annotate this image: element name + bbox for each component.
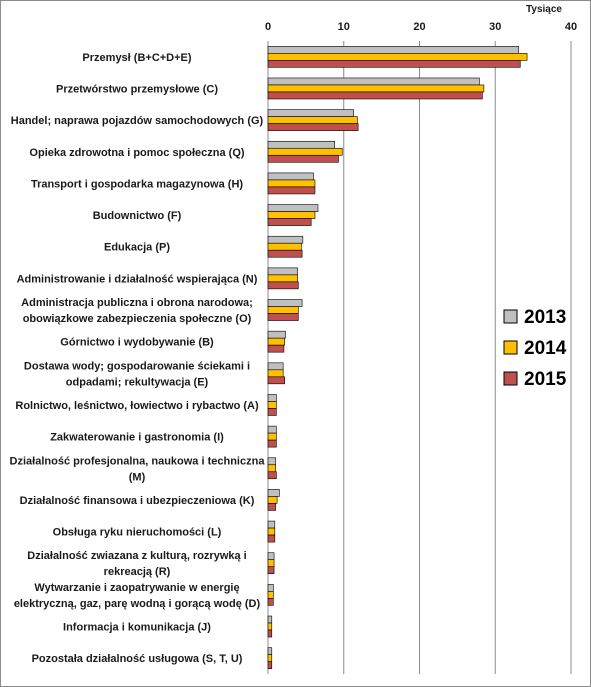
- bar-2015: [267, 91, 483, 100]
- bar-2013: [267, 489, 280, 497]
- bar-2015: [267, 629, 273, 638]
- bar-2013: [267, 394, 277, 402]
- bar-2015: [267, 598, 274, 606]
- category-label: Handel; naprawa pojazdów samochodowych (…: [11, 115, 264, 127]
- bar-2015: [267, 123, 359, 131]
- category-label: Wytwarzanie i zaopatrywanie w energię ele…: [14, 582, 261, 610]
- bar-2015: [267, 661, 273, 669]
- bar-2015: [267, 313, 299, 321]
- legend-label-2014: 2014: [524, 338, 567, 359]
- bar-2013: [267, 647, 273, 655]
- tick-label: 40: [565, 21, 577, 33]
- category-label: Działalność profesjonalna, naukowa i tec…: [10, 455, 266, 483]
- bar-2015: [267, 376, 285, 385]
- bar-2013: [267, 552, 275, 561]
- category-label: Budownictwo (F): [93, 210, 182, 222]
- bar-2014: [267, 369, 284, 378]
- category-label: Działalność zwiazana z kulturą, rozrywką…: [27, 550, 246, 578]
- bar-2015: [267, 186, 316, 195]
- bar-2015: [267, 439, 277, 448]
- category-label: Opieka zdrowotna i pomoc społeczna (Q): [29, 147, 244, 159]
- bar-2014: [267, 84, 485, 93]
- bar-2015: [267, 60, 521, 68]
- bar-2015: [267, 344, 285, 353]
- bar-2013: [267, 584, 274, 592]
- bar-2015: [267, 534, 276, 543]
- category-label: Administrowanie i działalność wspierając…: [17, 273, 258, 285]
- legend-swatch-2014: [503, 340, 518, 355]
- bar-2014: [267, 274, 298, 283]
- tick-label: 20: [413, 21, 425, 33]
- bar-2014: [267, 464, 276, 473]
- category-label: Działalność finansowa i ubezpieczeniowa …: [20, 495, 255, 507]
- bars: [267, 46, 528, 669]
- category-label: Zakwaterowanie i gastronomia (I): [50, 432, 224, 444]
- bar-2013: [267, 109, 354, 117]
- bar-2013: [267, 615, 273, 624]
- category-label: Obsługa ryku nieruchomości (L): [53, 527, 222, 539]
- legend-label-2013: 2013: [524, 307, 566, 328]
- bar-2014: [267, 242, 302, 251]
- bar-2014: [267, 527, 276, 536]
- legend-label-2015: 2015: [524, 369, 567, 390]
- legend: 2013 2014 2015: [503, 307, 567, 390]
- bar-2014: [267, 53, 528, 61]
- category-label: Transport i gospodarka magazynowa (H): [31, 178, 243, 190]
- bar-2014: [267, 591, 274, 599]
- bar-2014: [267, 496, 278, 504]
- unit-label: Tysiące: [526, 4, 562, 15]
- bar-2013: [267, 46, 520, 54]
- category-label: Rolnictwo, leśnictwo, łowiectwo i rybact…: [15, 400, 259, 412]
- tick-label: 0: [265, 21, 271, 33]
- bar-2013: [267, 172, 314, 181]
- bar-2014: [267, 559, 275, 568]
- bar-2015: [267, 408, 277, 416]
- bar-2014: [267, 116, 358, 124]
- category-label: Przemysł (B+C+D+E): [82, 52, 191, 64]
- tick-label: 10: [338, 21, 350, 33]
- bar-2013: [267, 77, 480, 86]
- bar-2015: [267, 281, 299, 290]
- bar-2014: [267, 654, 273, 662]
- bar-2015: [267, 218, 312, 226]
- bar-2013: [267, 520, 276, 529]
- category-label: Górnictwo i wydobywanie (B): [60, 337, 214, 349]
- bar-2015: [267, 566, 275, 575]
- bar-2014: [267, 147, 343, 156]
- legend-swatch-2015: [503, 371, 518, 386]
- bar-2014: [267, 306, 299, 314]
- category-label: Informacja i komunikacja (J): [63, 622, 211, 634]
- bar-2014: [267, 401, 277, 409]
- bar-2014: [267, 432, 277, 441]
- bar-2013: [267, 140, 335, 149]
- bar-2013: [267, 425, 277, 434]
- bar-2013: [267, 457, 276, 466]
- bar-2014: [267, 337, 285, 346]
- category-label: Edukacja (P): [104, 242, 170, 254]
- category-label: Pozostała działalność usługowa (S, T, U): [32, 653, 243, 665]
- category-label: Administracja publiczna i obrona narodow…: [21, 297, 253, 325]
- category-labels: Przemysł (B+C+D+E) Przetwórstwo przemysło…: [10, 52, 266, 665]
- bar-2015: [267, 503, 276, 511]
- bar-2015: [267, 471, 277, 480]
- bar-2013: [267, 299, 303, 307]
- x-axis: Tysiące 0 10 20 30 40: [265, 4, 577, 33]
- bar-2013: [267, 330, 286, 339]
- tick-label: 30: [489, 21, 501, 33]
- bar-2013: [267, 362, 284, 371]
- bar-2015: [267, 154, 339, 163]
- bar-2014: [267, 622, 273, 631]
- category-label: Przetwórstwo przemysłowe (C): [56, 83, 218, 95]
- bar-2015: [267, 249, 303, 258]
- bar-2013: [267, 267, 298, 276]
- legend-swatch-2013: [503, 309, 518, 324]
- bar-2013: [267, 235, 304, 244]
- bar-2014: [267, 179, 316, 188]
- bar-2014: [267, 211, 316, 219]
- bar-2013: [267, 204, 319, 212]
